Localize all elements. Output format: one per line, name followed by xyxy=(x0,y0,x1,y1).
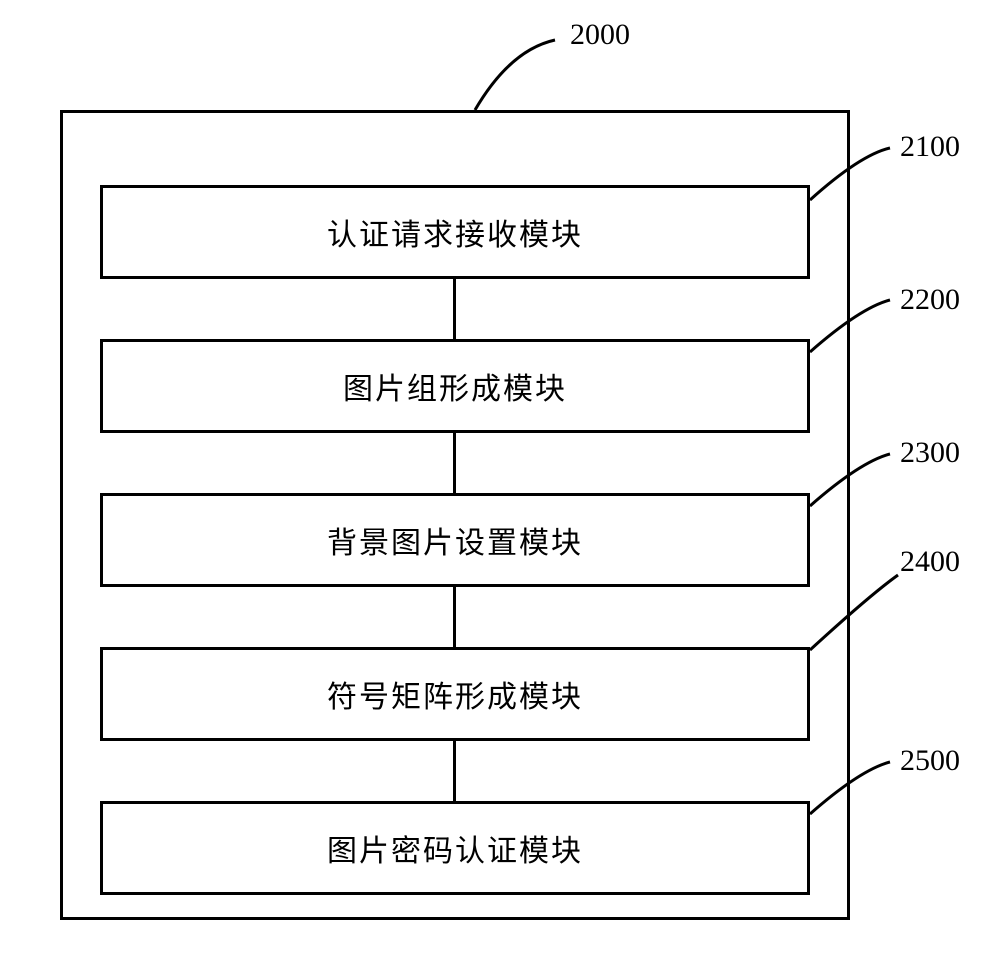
module-label-b5: 图片密码认证模块 xyxy=(327,826,583,870)
module-box-b4: 符号矩阵形成模块 xyxy=(100,647,810,741)
module-label-b4: 符号矩阵形成模块 xyxy=(327,672,583,716)
ref-label-container: 2000 xyxy=(570,18,630,52)
ref-label-b1: 2100 xyxy=(900,130,960,164)
ref-label-b4: 2400 xyxy=(900,545,960,579)
connector-1 xyxy=(453,433,456,493)
connector-2 xyxy=(453,587,456,647)
ref-label-b2: 2200 xyxy=(900,283,960,317)
module-box-b2: 图片组形成模块 xyxy=(100,339,810,433)
module-box-b1: 认证请求接收模块 xyxy=(100,185,810,279)
ref-label-b3: 2300 xyxy=(900,436,960,470)
module-label-b3: 背景图片设置模块 xyxy=(327,518,583,562)
module-label-b2: 图片组形成模块 xyxy=(343,364,567,408)
module-box-b3: 背景图片设置模块 xyxy=(100,493,810,587)
connector-3 xyxy=(453,741,456,801)
connector-0 xyxy=(453,279,456,339)
module-box-b5: 图片密码认证模块 xyxy=(100,801,810,895)
ref-label-b5: 2500 xyxy=(900,744,960,778)
module-label-b1: 认证请求接收模块 xyxy=(327,210,583,254)
